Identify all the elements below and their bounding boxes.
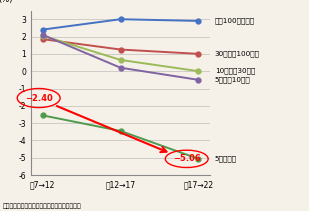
Text: −2.40: −2.40 [25, 93, 53, 103]
Text: 5万人未満: 5万人未満 [215, 156, 237, 162]
Text: 10万人～30万人: 10万人～30万人 [215, 68, 255, 74]
Text: 資料）総務省「国勢調査」より国土交通省作成: 資料）総務省「国勢調査」より国土交通省作成 [3, 203, 82, 209]
Text: 5万人～10万人: 5万人～10万人 [215, 77, 251, 83]
Text: 人口100万人以上: 人口100万人以上 [215, 18, 255, 24]
Text: (%): (%) [0, 0, 13, 4]
Text: 30万人～100万人: 30万人～100万人 [215, 51, 260, 57]
Text: −5.06: −5.06 [173, 154, 201, 163]
